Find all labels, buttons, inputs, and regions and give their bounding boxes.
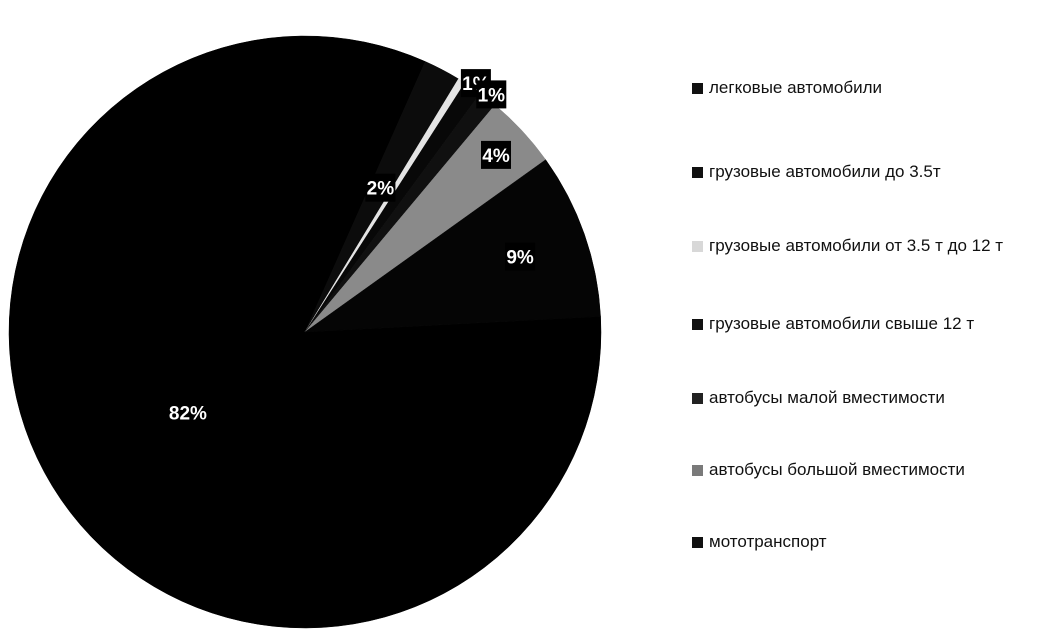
legend-swatch xyxy=(692,319,703,330)
legend-item-2: грузовые автомобили до 3.5т xyxy=(692,162,1060,182)
legend-swatch xyxy=(692,83,703,94)
legend-item-7: мототранспорт xyxy=(692,532,1060,552)
data-label-background xyxy=(481,140,511,169)
legend-swatch xyxy=(692,241,703,252)
legend-label: автобусы большой вместимости xyxy=(709,460,965,479)
legend-swatch xyxy=(692,167,703,178)
data-label-background xyxy=(365,173,396,202)
legend-label: мототранспорт xyxy=(709,532,827,551)
legend-item-1: легковые автомобили xyxy=(692,78,1060,98)
pie-data-labels: 82%2%1%1%4%9% xyxy=(167,69,536,427)
data-label-background xyxy=(505,242,536,271)
legend-label: грузовые автомобили свыше 12 т xyxy=(709,314,975,333)
pie-plot-area: 82%2%1%1%4%9% xyxy=(8,35,602,629)
legend-swatch xyxy=(692,537,703,548)
pie-slices xyxy=(8,35,602,629)
pie-slice-7 xyxy=(304,159,601,333)
data-label-background xyxy=(167,398,209,427)
legend-item-5: автобусы малой вместимости xyxy=(692,388,1060,408)
legend-label: грузовые автомобили от 3.5 т до 12 т xyxy=(709,236,1004,255)
data-label-background xyxy=(476,80,507,109)
legend-item-3: грузовые автомобили от 3.5 т до 12 т xyxy=(692,236,1060,256)
data-label-7: 9% xyxy=(506,248,534,269)
data-label-1: 82% xyxy=(169,404,207,425)
legend-swatch xyxy=(692,393,703,404)
data-label-2: 2% xyxy=(367,179,395,200)
legend-item-6: автобусы большой вместимости xyxy=(692,460,1060,480)
legend-label: автобусы малой вместимости xyxy=(709,388,945,407)
legend-item-4: грузовые автомобили свыше 12 т xyxy=(692,314,1060,334)
data-label-6: 4% xyxy=(482,146,510,167)
legend-label: грузовые автомобили до 3.5т xyxy=(709,162,941,181)
data-label-5: 1% xyxy=(478,85,506,106)
legend-swatch xyxy=(692,465,703,476)
legend-label: легковые автомобили xyxy=(709,78,883,97)
